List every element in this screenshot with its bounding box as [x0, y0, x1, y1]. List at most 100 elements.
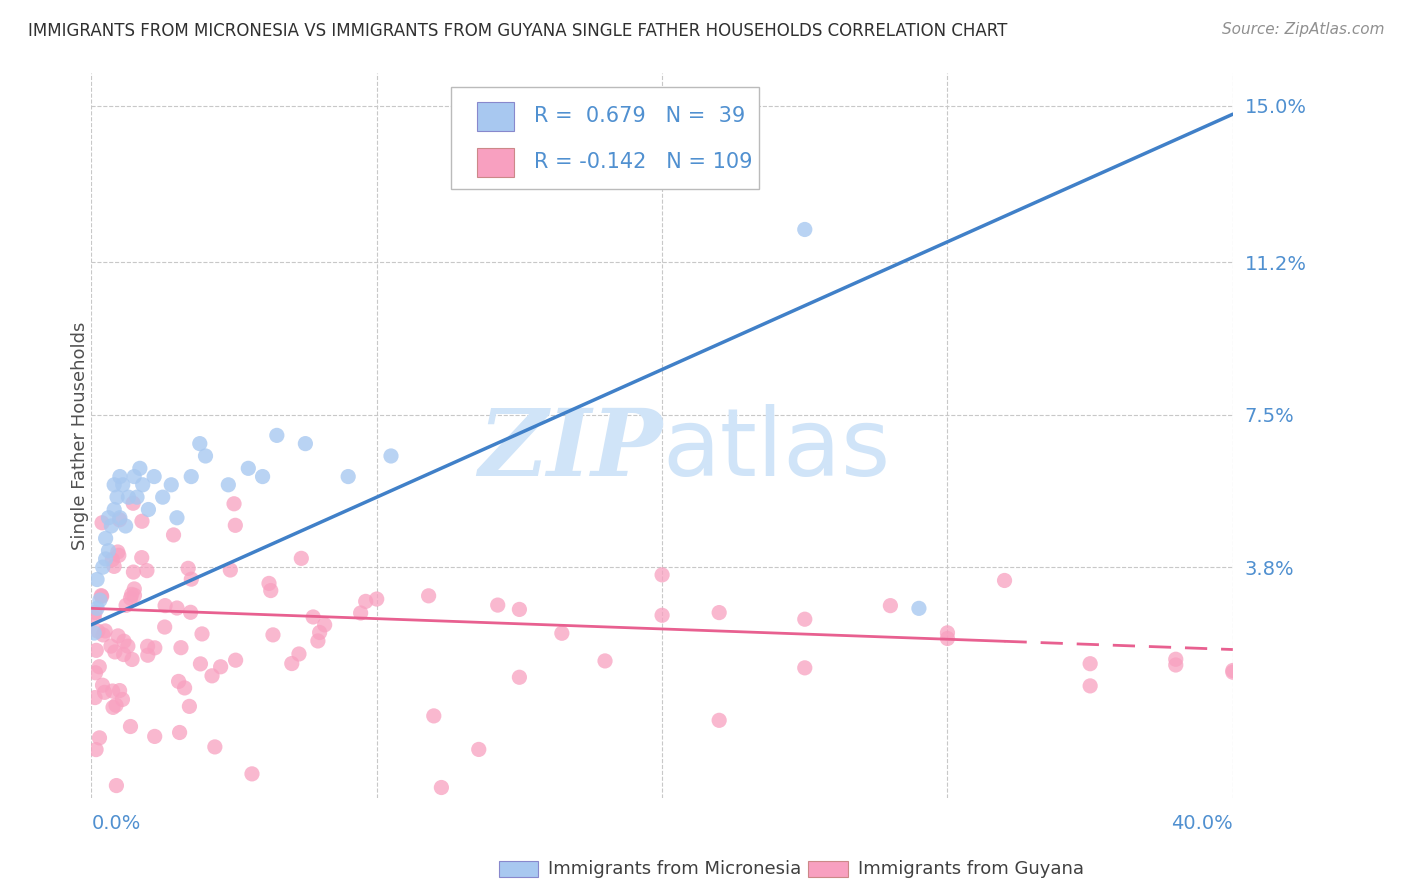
- Point: [349, 606, 371, 620]
- Point: [136, 648, 159, 663]
- Point: [103, 502, 125, 516]
- Point: [108, 549, 131, 563]
- Point: [430, 780, 453, 795]
- Point: [252, 469, 274, 483]
- Point: [993, 574, 1015, 588]
- FancyBboxPatch shape: [451, 87, 759, 189]
- Point: [120, 719, 142, 733]
- Point: [112, 634, 135, 648]
- Point: [1222, 664, 1244, 678]
- Point: [508, 602, 530, 616]
- Point: [143, 640, 166, 655]
- Point: [167, 674, 190, 689]
- Point: [84, 665, 107, 680]
- Point: [225, 653, 247, 667]
- Point: [190, 657, 212, 671]
- Point: [177, 561, 200, 575]
- Point: [87, 624, 110, 639]
- Point: [936, 632, 959, 646]
- Point: [111, 478, 134, 492]
- Text: R = -0.142   N = 109: R = -0.142 N = 109: [534, 153, 752, 172]
- Point: [166, 601, 188, 615]
- Point: [105, 490, 128, 504]
- Point: [100, 519, 122, 533]
- Point: [162, 528, 184, 542]
- Point: [936, 625, 959, 640]
- Point: [90, 590, 112, 604]
- Point: [153, 620, 176, 634]
- Point: [204, 739, 226, 754]
- Point: [91, 678, 114, 692]
- Point: [257, 576, 280, 591]
- Point: [194, 449, 217, 463]
- Point: [111, 692, 134, 706]
- Point: [169, 725, 191, 739]
- Point: [121, 652, 143, 666]
- Y-axis label: Single Father Households: Single Father Households: [72, 321, 89, 549]
- Point: [125, 490, 148, 504]
- Point: [94, 532, 117, 546]
- Point: [101, 700, 124, 714]
- Point: [380, 449, 402, 463]
- Text: ZIP: ZIP: [478, 405, 662, 495]
- Point: [551, 626, 574, 640]
- Point: [201, 669, 224, 683]
- Point: [107, 629, 129, 643]
- Point: [112, 648, 135, 662]
- Point: [593, 654, 616, 668]
- Point: [240, 767, 263, 781]
- Point: [793, 612, 815, 626]
- Point: [166, 510, 188, 524]
- Point: [84, 606, 107, 620]
- Point: [152, 490, 174, 504]
- Point: [302, 610, 325, 624]
- Point: [308, 625, 330, 640]
- Point: [281, 657, 304, 671]
- Point: [83, 626, 105, 640]
- Point: [1164, 658, 1187, 673]
- Point: [651, 608, 673, 623]
- Point: [170, 640, 193, 655]
- Point: [180, 605, 202, 619]
- Point: [101, 684, 124, 698]
- Text: Immigrants from Micronesia: Immigrants from Micronesia: [548, 860, 801, 878]
- Point: [354, 594, 377, 608]
- Text: IMMIGRANTS FROM MICRONESIA VS IMMIGRANTS FROM GUYANA SINGLE FATHER HOUSEHOLDS CO: IMMIGRANTS FROM MICRONESIA VS IMMIGRANTS…: [28, 22, 1008, 40]
- Point: [122, 565, 145, 579]
- Point: [209, 660, 232, 674]
- Point: [132, 478, 155, 492]
- Point: [143, 469, 166, 483]
- Point: [707, 606, 730, 620]
- Point: [307, 634, 329, 648]
- Bar: [477, 148, 513, 177]
- Point: [238, 461, 260, 475]
- Point: [908, 601, 931, 615]
- Point: [124, 582, 146, 596]
- Point: [314, 618, 336, 632]
- Point: [122, 496, 145, 510]
- Point: [160, 478, 183, 492]
- Point: [217, 478, 239, 492]
- Point: [84, 643, 107, 657]
- Point: [114, 519, 136, 533]
- Point: [138, 502, 160, 516]
- Point: [191, 627, 214, 641]
- Text: atlas: atlas: [662, 404, 890, 496]
- Point: [651, 567, 673, 582]
- Text: 40.0%: 40.0%: [1171, 814, 1233, 833]
- Point: [103, 559, 125, 574]
- Point: [89, 593, 111, 607]
- Point: [105, 698, 128, 713]
- Point: [115, 599, 138, 613]
- Point: [224, 518, 246, 533]
- Point: [108, 510, 131, 524]
- Point: [288, 647, 311, 661]
- Point: [179, 699, 201, 714]
- Point: [97, 543, 120, 558]
- Point: [173, 681, 195, 695]
- Point: [180, 572, 202, 586]
- Point: [128, 461, 150, 475]
- Point: [94, 552, 117, 566]
- Point: [91, 560, 114, 574]
- Point: [86, 601, 108, 615]
